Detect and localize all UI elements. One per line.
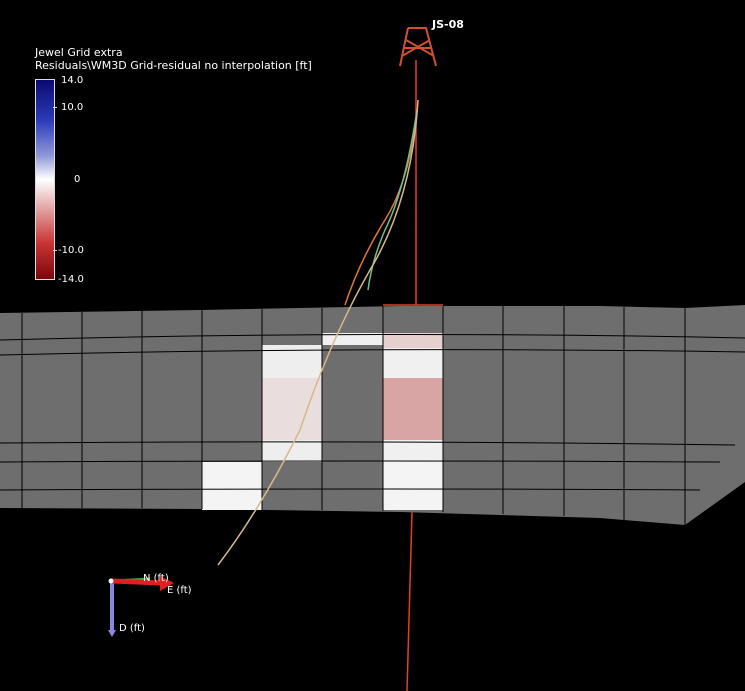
well-trajectories xyxy=(217,60,443,691)
grid-cell xyxy=(383,348,443,378)
well-path-vertical-lower xyxy=(406,511,413,691)
color-bar xyxy=(35,79,55,280)
rig-icon xyxy=(399,27,437,67)
depth-axis-label: D (ft) xyxy=(119,623,145,634)
well-label[interactable]: JS-08 xyxy=(432,18,464,31)
east-axis xyxy=(111,578,163,586)
legend-title: Jewel Grid extra Residuals\WM3D Grid-res… xyxy=(35,46,312,72)
legend-tick: 10.0 xyxy=(61,102,84,113)
grid-lines xyxy=(0,306,745,525)
east-axis-label: E (ft) xyxy=(167,585,192,596)
grid-cell xyxy=(383,378,443,440)
grid-cell xyxy=(262,440,322,462)
well-path-orange xyxy=(344,109,418,306)
well-path-green xyxy=(367,109,418,291)
legend-tick: -10.0 xyxy=(58,245,84,256)
depth-arrow-icon xyxy=(108,630,116,637)
well-path-tan xyxy=(217,99,419,566)
legend-tick: 14.0 xyxy=(61,75,84,86)
grid-cell xyxy=(383,333,443,348)
grid-cell xyxy=(262,378,322,440)
legend-tick: 0 xyxy=(74,174,81,185)
north-axis-label: N (ft) xyxy=(143,573,169,584)
grid-surface xyxy=(0,305,745,525)
grid-cell xyxy=(383,462,443,510)
residual-cells xyxy=(202,333,443,510)
orientation-axes xyxy=(108,576,174,637)
grid-cell xyxy=(202,462,262,510)
legend-title-line2: Residuals\WM3D Grid-residual no interpol… xyxy=(35,59,312,72)
legend-title-line1: Jewel Grid extra xyxy=(35,46,123,59)
east-arrow-icon xyxy=(160,576,174,591)
grid-cell xyxy=(383,440,443,462)
legend-tick: -14.0 xyxy=(58,274,84,285)
